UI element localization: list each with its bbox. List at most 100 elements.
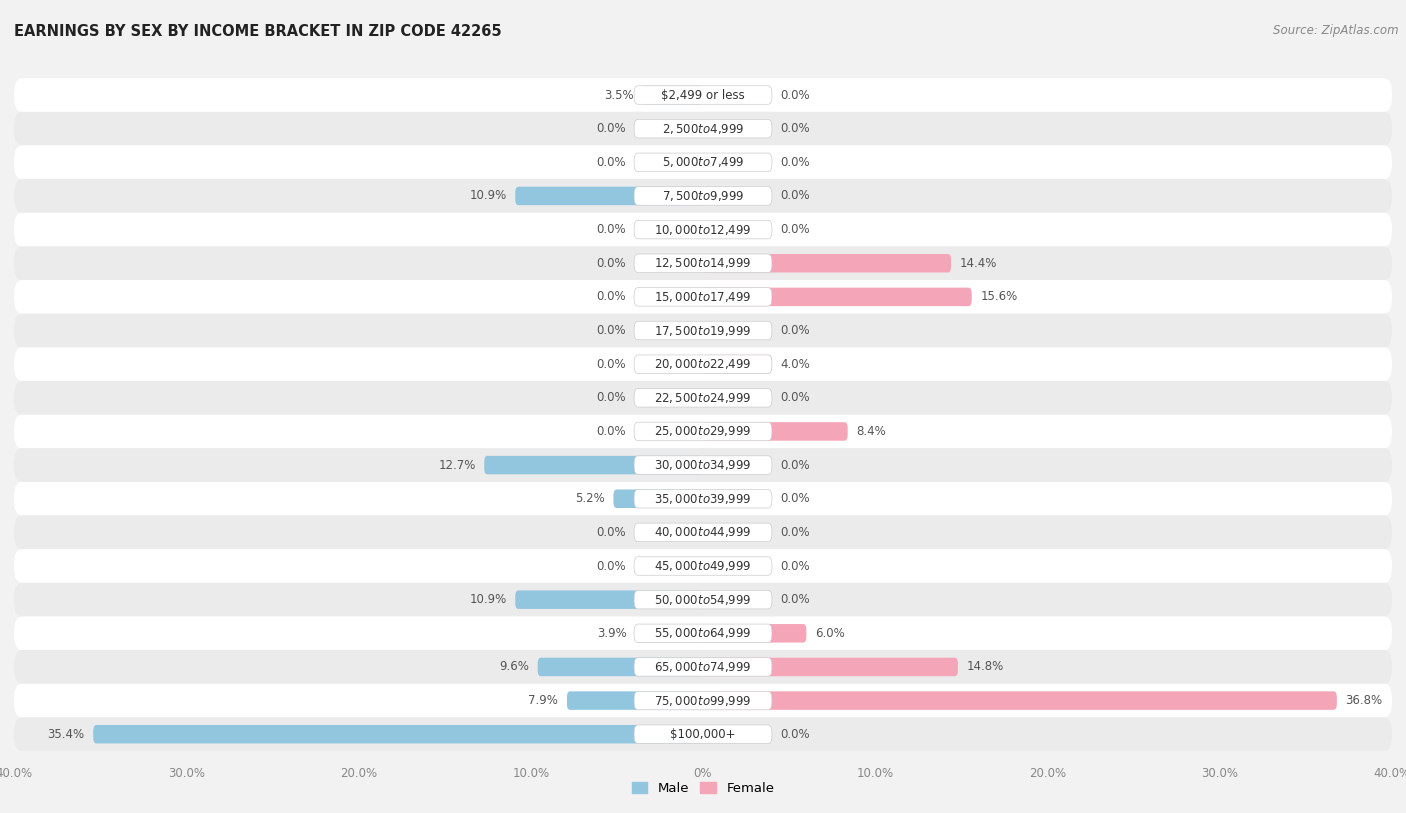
Text: 0.0%: 0.0% (780, 89, 810, 102)
Text: 0.0%: 0.0% (596, 559, 626, 572)
FancyBboxPatch shape (93, 725, 703, 743)
FancyBboxPatch shape (634, 187, 772, 205)
Text: 0.0%: 0.0% (780, 559, 810, 572)
FancyBboxPatch shape (14, 650, 1392, 684)
FancyBboxPatch shape (634, 489, 772, 508)
FancyBboxPatch shape (14, 78, 1392, 112)
Text: 14.8%: 14.8% (966, 660, 1004, 673)
FancyBboxPatch shape (14, 415, 1392, 448)
Text: 15.6%: 15.6% (980, 290, 1018, 303)
FancyBboxPatch shape (14, 550, 1392, 583)
Text: 6.0%: 6.0% (815, 627, 845, 640)
FancyBboxPatch shape (515, 590, 703, 609)
Text: 0.0%: 0.0% (780, 223, 810, 236)
Text: $12,500 to $14,999: $12,500 to $14,999 (654, 256, 752, 270)
FancyBboxPatch shape (636, 624, 703, 642)
Text: 0.0%: 0.0% (596, 122, 626, 135)
FancyBboxPatch shape (634, 523, 772, 541)
FancyBboxPatch shape (634, 422, 772, 441)
FancyBboxPatch shape (703, 254, 950, 272)
FancyBboxPatch shape (14, 213, 1392, 246)
Text: 0.0%: 0.0% (596, 425, 626, 438)
Text: 0.0%: 0.0% (780, 122, 810, 135)
FancyBboxPatch shape (484, 456, 703, 474)
Text: 35.4%: 35.4% (48, 728, 84, 741)
FancyBboxPatch shape (14, 314, 1392, 347)
FancyBboxPatch shape (613, 489, 703, 508)
Text: $40,000 to $44,999: $40,000 to $44,999 (654, 525, 752, 539)
FancyBboxPatch shape (703, 422, 848, 441)
FancyBboxPatch shape (14, 616, 1392, 650)
Text: $10,000 to $12,499: $10,000 to $12,499 (654, 223, 752, 237)
FancyBboxPatch shape (703, 355, 772, 373)
Text: $35,000 to $39,999: $35,000 to $39,999 (654, 492, 752, 506)
Text: 14.4%: 14.4% (960, 257, 997, 270)
FancyBboxPatch shape (703, 288, 972, 307)
FancyBboxPatch shape (14, 179, 1392, 213)
Text: 4.0%: 4.0% (780, 358, 810, 371)
Text: $7,500 to $9,999: $7,500 to $9,999 (662, 189, 744, 203)
Text: 0.0%: 0.0% (780, 526, 810, 539)
FancyBboxPatch shape (643, 86, 703, 104)
Text: 12.7%: 12.7% (439, 459, 475, 472)
FancyBboxPatch shape (634, 624, 772, 642)
Text: $45,000 to $49,999: $45,000 to $49,999 (654, 559, 752, 573)
FancyBboxPatch shape (703, 658, 957, 676)
Text: 0.0%: 0.0% (596, 358, 626, 371)
FancyBboxPatch shape (14, 515, 1392, 550)
FancyBboxPatch shape (567, 691, 703, 710)
FancyBboxPatch shape (634, 658, 772, 676)
Text: 0.0%: 0.0% (780, 459, 810, 472)
Text: $100,000+: $100,000+ (671, 728, 735, 741)
FancyBboxPatch shape (634, 321, 772, 340)
Text: 0.0%: 0.0% (596, 257, 626, 270)
FancyBboxPatch shape (634, 86, 772, 104)
Text: 0.0%: 0.0% (596, 391, 626, 404)
FancyBboxPatch shape (14, 112, 1392, 146)
Text: $2,499 or less: $2,499 or less (661, 89, 745, 102)
Text: 0.0%: 0.0% (780, 728, 810, 741)
Text: 7.9%: 7.9% (529, 694, 558, 707)
FancyBboxPatch shape (634, 725, 772, 743)
Text: 5.2%: 5.2% (575, 492, 605, 505)
Text: 3.5%: 3.5% (605, 89, 634, 102)
Text: $17,500 to $19,999: $17,500 to $19,999 (654, 324, 752, 337)
Text: $5,000 to $7,499: $5,000 to $7,499 (662, 155, 744, 169)
FancyBboxPatch shape (515, 187, 703, 205)
FancyBboxPatch shape (634, 120, 772, 138)
Text: 0.0%: 0.0% (596, 324, 626, 337)
FancyBboxPatch shape (634, 288, 772, 307)
Text: 0.0%: 0.0% (596, 290, 626, 303)
FancyBboxPatch shape (14, 482, 1392, 515)
Text: 0.0%: 0.0% (780, 189, 810, 202)
FancyBboxPatch shape (703, 691, 1337, 710)
Text: $75,000 to $99,999: $75,000 to $99,999 (654, 693, 752, 707)
Text: 10.9%: 10.9% (470, 593, 506, 606)
Text: 0.0%: 0.0% (780, 492, 810, 505)
FancyBboxPatch shape (703, 624, 807, 642)
Text: 0.0%: 0.0% (780, 391, 810, 404)
FancyBboxPatch shape (14, 381, 1392, 415)
FancyBboxPatch shape (634, 355, 772, 373)
FancyBboxPatch shape (634, 557, 772, 576)
Text: $50,000 to $54,999: $50,000 to $54,999 (654, 593, 752, 606)
FancyBboxPatch shape (634, 153, 772, 172)
Legend: Male, Female: Male, Female (626, 777, 780, 801)
Text: $65,000 to $74,999: $65,000 to $74,999 (654, 660, 752, 674)
Text: 8.4%: 8.4% (856, 425, 886, 438)
Text: Source: ZipAtlas.com: Source: ZipAtlas.com (1274, 24, 1399, 37)
Text: EARNINGS BY SEX BY INCOME BRACKET IN ZIP CODE 42265: EARNINGS BY SEX BY INCOME BRACKET IN ZIP… (14, 24, 502, 39)
Text: $22,500 to $24,999: $22,500 to $24,999 (654, 391, 752, 405)
Text: 0.0%: 0.0% (780, 324, 810, 337)
FancyBboxPatch shape (14, 280, 1392, 314)
Text: $15,000 to $17,499: $15,000 to $17,499 (654, 290, 752, 304)
Text: 0.0%: 0.0% (780, 156, 810, 169)
Text: $2,500 to $4,999: $2,500 to $4,999 (662, 122, 744, 136)
FancyBboxPatch shape (634, 456, 772, 474)
Text: 0.0%: 0.0% (596, 526, 626, 539)
FancyBboxPatch shape (634, 389, 772, 407)
Text: $20,000 to $22,499: $20,000 to $22,499 (654, 357, 752, 372)
FancyBboxPatch shape (634, 220, 772, 239)
FancyBboxPatch shape (14, 717, 1392, 751)
FancyBboxPatch shape (14, 347, 1392, 381)
